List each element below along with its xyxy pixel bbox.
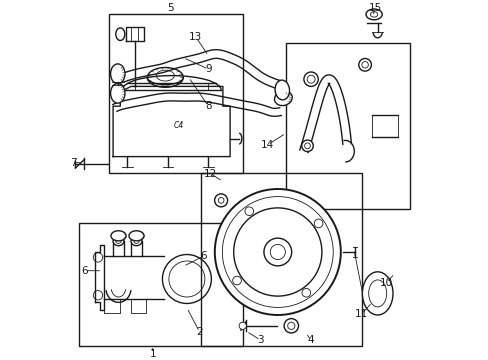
Text: 4: 4 — [307, 335, 314, 345]
Ellipse shape — [358, 58, 371, 71]
Circle shape — [222, 197, 332, 307]
Circle shape — [284, 319, 298, 333]
Text: 1: 1 — [149, 348, 156, 359]
Circle shape — [218, 197, 224, 203]
Bar — [79, 223, 242, 346]
Text: 2: 2 — [196, 327, 203, 337]
Text: 13: 13 — [189, 32, 202, 42]
Circle shape — [239, 322, 246, 329]
Circle shape — [214, 194, 227, 207]
Text: 3: 3 — [257, 335, 264, 345]
Ellipse shape — [110, 64, 125, 84]
Ellipse shape — [116, 239, 121, 243]
Circle shape — [302, 288, 310, 297]
Bar — [285, 43, 409, 209]
Circle shape — [270, 244, 285, 260]
Circle shape — [314, 219, 322, 228]
Text: 9: 9 — [205, 64, 211, 74]
Ellipse shape — [365, 9, 382, 20]
Ellipse shape — [110, 84, 125, 103]
Text: 11: 11 — [354, 309, 367, 319]
Ellipse shape — [131, 237, 142, 246]
Circle shape — [232, 276, 241, 285]
Text: 8: 8 — [205, 101, 211, 111]
Ellipse shape — [274, 91, 292, 105]
Ellipse shape — [275, 80, 289, 100]
Circle shape — [287, 322, 294, 329]
Ellipse shape — [134, 239, 139, 243]
Text: 6: 6 — [200, 251, 206, 261]
Ellipse shape — [113, 237, 123, 246]
Text: 14: 14 — [261, 140, 274, 150]
Ellipse shape — [306, 75, 314, 83]
Text: 12: 12 — [203, 168, 217, 179]
Bar — [109, 14, 242, 173]
Text: 15: 15 — [368, 3, 382, 13]
Text: 10: 10 — [379, 278, 392, 288]
Bar — [201, 173, 361, 346]
Ellipse shape — [368, 280, 386, 307]
Circle shape — [264, 238, 291, 266]
Ellipse shape — [304, 143, 310, 149]
Ellipse shape — [301, 140, 313, 152]
Circle shape — [214, 189, 340, 315]
Ellipse shape — [362, 272, 392, 315]
Ellipse shape — [361, 62, 367, 68]
Text: C4: C4 — [173, 121, 183, 130]
Ellipse shape — [111, 231, 126, 241]
Circle shape — [233, 208, 321, 296]
Ellipse shape — [303, 72, 318, 86]
Text: 6: 6 — [81, 266, 87, 276]
Text: 7: 7 — [70, 158, 77, 168]
Circle shape — [244, 207, 253, 216]
Ellipse shape — [129, 231, 144, 241]
Text: 5: 5 — [167, 3, 174, 13]
